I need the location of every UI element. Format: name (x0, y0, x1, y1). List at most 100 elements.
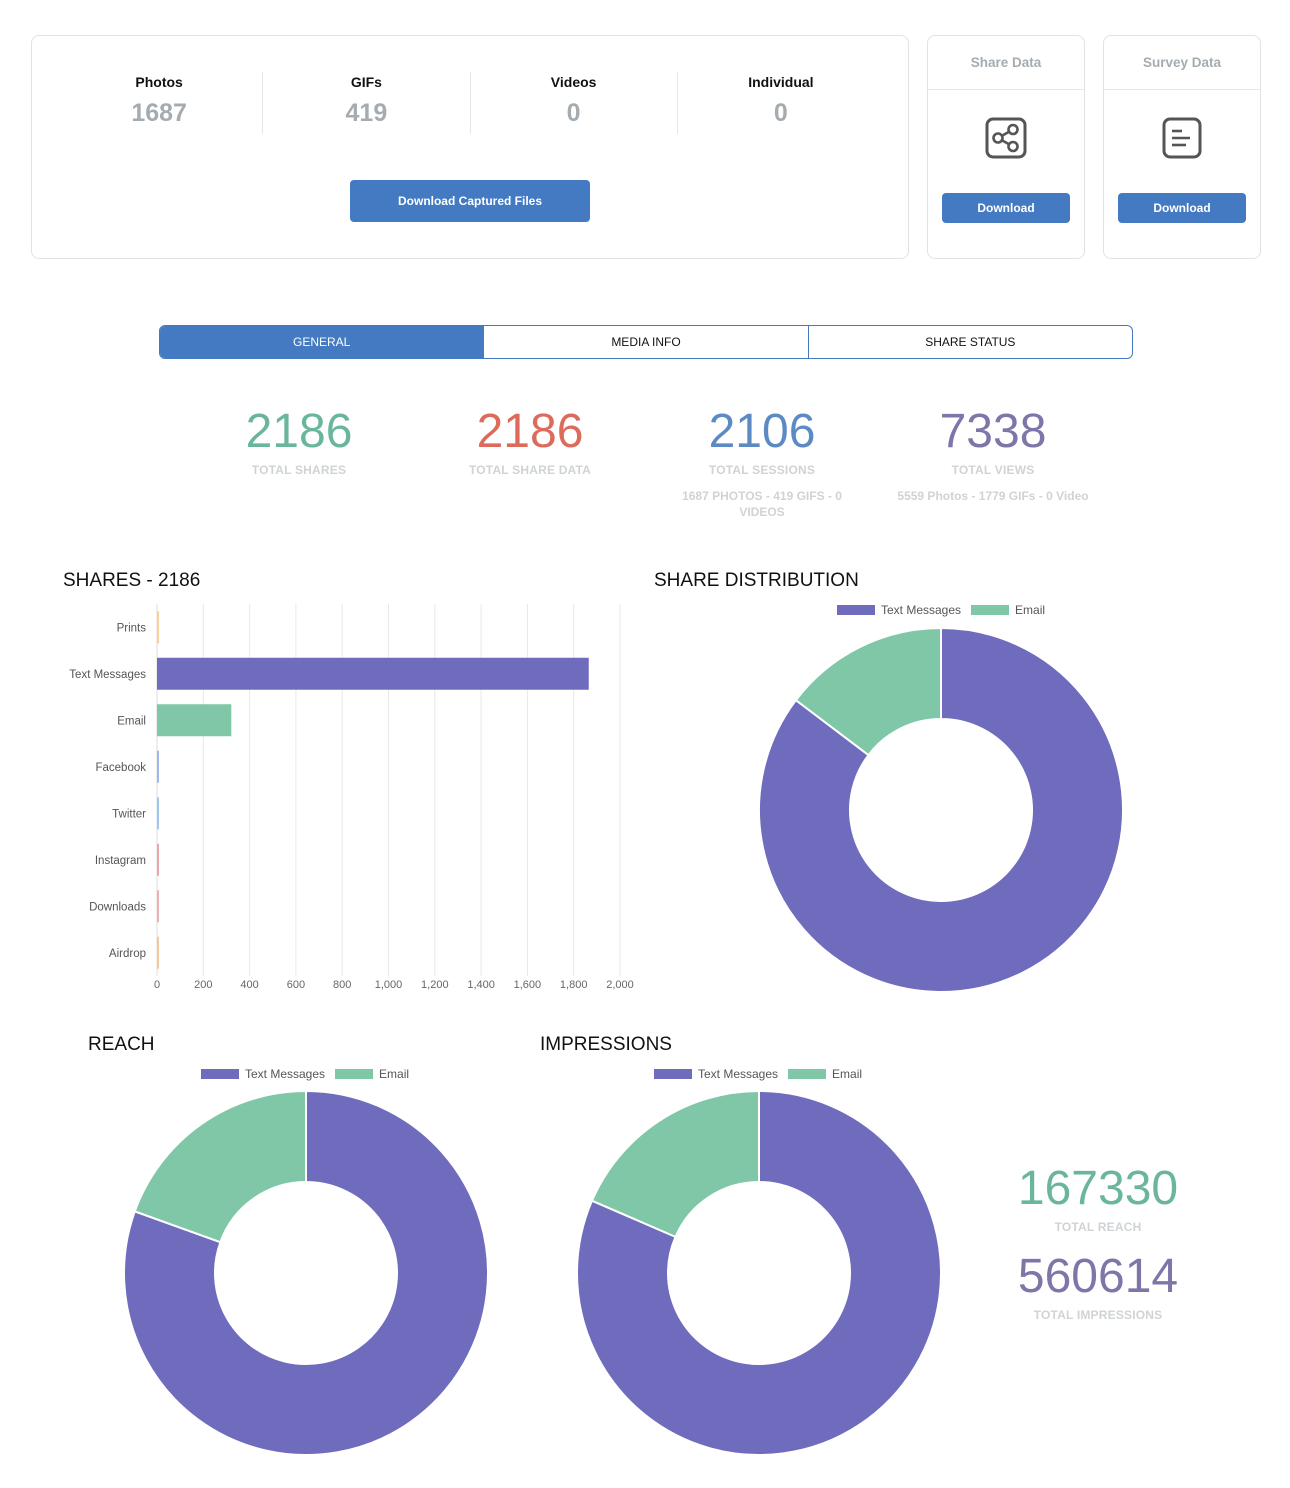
y-tick-label: Email (117, 715, 146, 727)
impressions-legend: Text Messages Email (654, 1067, 872, 1081)
kpi-total-views: 7338 TOTAL VIEWS 5559 Photos - 1779 GIFs… (873, 407, 1113, 504)
stat-value: 419 (345, 99, 388, 127)
x-tick-label: 0 (154, 979, 160, 991)
kpi-label: TOTAL VIEWS (951, 463, 1035, 477)
impressions-doughnut (576, 1089, 942, 1456)
y-tick-label: Downloads (89, 901, 146, 913)
x-tick-label: 1,200 (421, 979, 449, 991)
stat-label: GIFs (350, 74, 382, 90)
survey-data-title: Survey Data (1104, 36, 1260, 90)
legend-label: Email (832, 1067, 863, 1081)
doughnut-slice (576, 1089, 942, 1456)
x-tick-label: 2,000 (606, 979, 634, 991)
share-data-title: Share Data (928, 36, 1084, 90)
doughnut-slice (794, 626, 942, 757)
x-tick-label: 800 (333, 979, 351, 991)
stat-value: 0 (773, 99, 788, 127)
bar (157, 750, 159, 783)
legend-item: Email (788, 1067, 862, 1081)
kpi-label: TOTAL IMPRESSIONS (1033, 1308, 1163, 1322)
legend-swatch-text-messages (654, 1069, 692, 1079)
download-captured-files-button[interactable]: Download Captured Files (350, 180, 590, 222)
stat-value: 1687 (131, 99, 187, 127)
captured-stats-row: Photos 1687 GIFs 419 Videos 0 Individual… (32, 72, 908, 134)
kpi-value: 167330 (1017, 1162, 1179, 1215)
y-tick-label: Airdrop (109, 948, 146, 960)
bar (157, 797, 159, 830)
legend-label: Text Messages (881, 603, 962, 617)
y-tick-label: Text Messages (69, 669, 146, 681)
legend-item: Text Messages (201, 1067, 325, 1081)
kpi-value: 7338 (939, 405, 1047, 458)
captured-files-card: Photos 1687 GIFs 419 Videos 0 Individual… (31, 35, 909, 259)
kpi-total-shares: 2186 TOTAL SHARES (199, 405, 399, 478)
x-tick-label: 200 (194, 979, 212, 991)
doughnut-slice (133, 1089, 307, 1244)
kpi-total-sessions: 2106 TOTAL SESSIONS 1687 PHOTOS - 419 GI… (666, 407, 858, 520)
stat-photos: Photos 1687 (56, 72, 264, 134)
stat-label: Individual (748, 74, 814, 90)
share-distribution-doughnut (758, 626, 1124, 993)
legend-label: Email (379, 1067, 410, 1081)
stat-label: Photos (135, 74, 183, 90)
tab-media-info[interactable]: MEDIA INFO (484, 326, 809, 358)
shares-bar-chart: 0 200 400 600 800 1,000 1,200 1,400 1,600 1,800 2,… (69, 604, 634, 991)
share-distribution-title: SHARE DISTRIBUTION (654, 570, 859, 591)
shares-chart-title: SHARES - 2186 (63, 570, 201, 591)
kpi-sub: 5559 Photos - 1779 GIFs - 0 Video (897, 489, 1089, 503)
legend-swatch-text-messages (201, 1069, 239, 1079)
survey-data-download-button[interactable]: Download (1118, 193, 1246, 223)
legend-label: Text Messages (245, 1067, 326, 1081)
share-distribution-legend: Text Messages Email (837, 603, 1055, 617)
doughnut-slice (590, 1089, 760, 1239)
legend-label: Text Messages (698, 1067, 779, 1081)
x-tick-label: 1,400 (467, 979, 495, 991)
bar (157, 704, 232, 737)
bar (157, 890, 159, 923)
doughnut-slice (758, 626, 1124, 993)
kpi-value: 2186 (245, 405, 353, 458)
y-tick-label: Prints (117, 622, 147, 634)
kpi-label: TOTAL SHARES (251, 463, 347, 477)
x-tick-label: 1,600 (514, 979, 542, 991)
x-tick-label: 600 (287, 979, 305, 991)
kpi-label: TOTAL SHARE DATA (468, 463, 592, 477)
kpi-value: 560614 (1017, 1250, 1179, 1303)
y-tick-label: Facebook (95, 762, 146, 774)
tab-bar: GENERAL MEDIA INFO SHARE STATUS (159, 325, 1133, 359)
share-icon (985, 117, 1027, 159)
kpi-value: 2186 (476, 405, 584, 458)
tab-share-status[interactable]: SHARE STATUS (925, 335, 1016, 349)
legend-label: Email (1015, 603, 1046, 617)
kpi-value: 2106 (708, 405, 816, 458)
legend-swatch-text-messages (837, 605, 875, 615)
share-data-download-button[interactable]: Download (942, 193, 1070, 223)
bar (157, 611, 159, 644)
impressions-title: IMPRESSIONS (540, 1034, 672, 1055)
legend-swatch-email (788, 1069, 827, 1079)
stat-label: Videos (550, 74, 597, 90)
x-tick-label: 1,800 (560, 979, 588, 991)
kpi-sub: 1687 PHOTOS - 419 GIFS - 0 VIDEOS (682, 489, 842, 519)
x-tick-label: 400 (240, 979, 258, 991)
legend-item: Email (335, 1067, 409, 1081)
tab-general[interactable]: GENERAL (160, 326, 485, 358)
kpi-total-reach: 167330 TOTAL REACH (988, 1162, 1208, 1235)
stat-videos: Videos 0 (471, 72, 678, 134)
bar (157, 843, 159, 876)
bar (157, 657, 589, 690)
kpi-total-impressions: 560614 TOTAL IMPRESSIONS (988, 1250, 1208, 1323)
kpi-label: TOTAL SESSIONS (708, 463, 816, 477)
legend-item: Text Messages (654, 1067, 778, 1081)
x-tick-label: 1,000 (375, 979, 403, 991)
stat-gifs: GIFs 419 (263, 72, 471, 134)
survey-data-card: Survey Data Download (1103, 35, 1261, 259)
kpi-total-share-data: 2186 TOTAL SHARE DATA (430, 405, 630, 478)
legend-swatch-email (971, 605, 1010, 615)
y-tick-label: Instagram (95, 855, 146, 867)
share-data-card: Share Data Download (927, 35, 1085, 259)
document-icon (1162, 117, 1202, 159)
kpi-label: TOTAL REACH (1054, 1220, 1142, 1234)
legend-swatch-email (335, 1069, 374, 1079)
legend-item: Email (971, 603, 1045, 617)
